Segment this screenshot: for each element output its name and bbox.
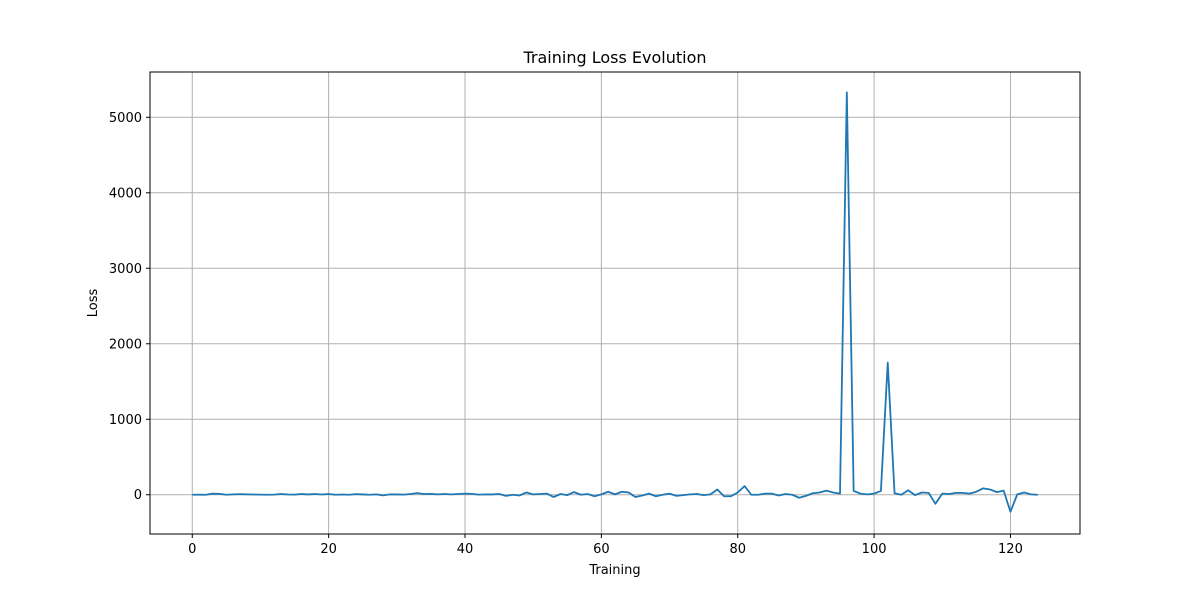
y-tick-label: 2000 bbox=[109, 337, 142, 352]
y-axis-label: Loss bbox=[86, 289, 101, 318]
x-tick-label: 80 bbox=[729, 542, 746, 557]
y-tick-label: 4000 bbox=[109, 186, 142, 201]
x-tick-label: 40 bbox=[457, 542, 474, 557]
y-tick-label: 1000 bbox=[109, 413, 142, 428]
chart-title: Training Loss Evolution bbox=[523, 48, 707, 67]
y-tick-label: 3000 bbox=[109, 262, 142, 277]
x-tick-label: 0 bbox=[188, 542, 196, 557]
x-tick-label: 60 bbox=[593, 542, 610, 557]
plot-frame bbox=[149, 71, 1081, 535]
series-layer bbox=[192, 91, 1038, 513]
x-tick-label: 120 bbox=[998, 542, 1023, 557]
x-tick-label: 20 bbox=[320, 542, 337, 557]
x-axis-label: Training bbox=[588, 563, 640, 578]
series-line bbox=[192, 91, 1038, 513]
y-tick-label: 5000 bbox=[109, 111, 142, 126]
x-tick-label: 100 bbox=[862, 542, 887, 557]
ticks: 0 20 40 60 80 100 120 0 1000 2000 3000 4000 5000 bbox=[109, 111, 1023, 557]
grid bbox=[150, 72, 1080, 534]
y-tick-label: 0 bbox=[134, 488, 142, 503]
